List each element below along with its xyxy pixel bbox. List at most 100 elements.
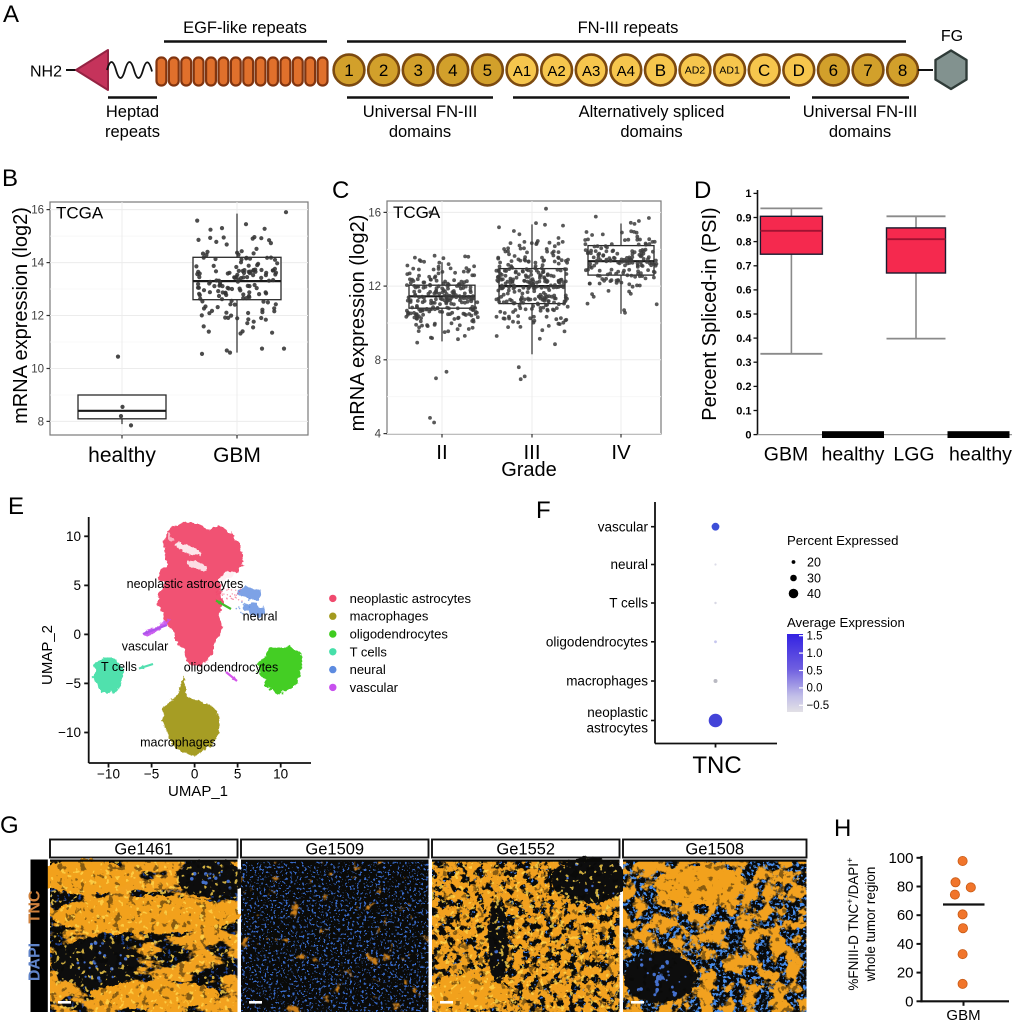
svg-text:0.6: 0.6 [736, 285, 751, 297]
svg-text:0.7: 0.7 [736, 261, 751, 273]
svg-text:D: D [694, 177, 711, 204]
svg-text:neoplastic: neoplastic [587, 705, 648, 720]
svg-text:Percent Spliced-in (PSI): Percent Spliced-in (PSI) [699, 207, 721, 420]
svg-text:1.0: 1.0 [807, 648, 823, 660]
svg-text:B: B [655, 61, 666, 80]
svg-text:vascular: vascular [350, 680, 399, 695]
svg-text:TNC: TNC [692, 752, 741, 779]
svg-text:Average Expression: Average Expression [787, 615, 905, 630]
svg-text:T cells: T cells [350, 644, 388, 659]
svg-text:20: 20 [807, 555, 821, 569]
svg-text:vascular: vascular [122, 640, 169, 654]
svg-text:4: 4 [375, 429, 382, 441]
svg-text:30: 30 [807, 571, 821, 585]
svg-text:III: III [523, 441, 540, 464]
svg-text:Universal FN-III: Universal FN-III [363, 103, 478, 121]
svg-text:Ge1552: Ge1552 [496, 841, 555, 859]
svg-text:Ge1509: Ge1509 [305, 841, 364, 859]
svg-text:−10: −10 [58, 725, 81, 740]
svg-text:A2: A2 [547, 63, 565, 80]
svg-text:EGF-like repeats: EGF-like repeats [183, 19, 307, 37]
svg-text:40: 40 [897, 936, 914, 953]
svg-text:neural: neural [243, 610, 278, 624]
svg-text:IV: IV [611, 441, 631, 464]
svg-text:C: C [758, 61, 770, 80]
svg-text:whole tumor region: whole tumor region [863, 867, 878, 983]
svg-text:oligodendrocytes: oligodendrocytes [546, 634, 648, 649]
svg-text:vascular: vascular [598, 519, 649, 534]
svg-text:Grade: Grade [501, 459, 557, 481]
svg-text:neoplastic astrocytes: neoplastic astrocytes [127, 577, 244, 591]
svg-text:LGG: LGG [893, 444, 934, 466]
svg-text:−0.5: −0.5 [807, 700, 830, 712]
svg-text:1: 1 [344, 61, 353, 80]
svg-text:DAPI: DAPI [27, 943, 44, 981]
svg-text:−10: −10 [97, 767, 120, 782]
svg-text:A: A [3, 1, 19, 28]
svg-text:100: 100 [888, 850, 913, 867]
svg-text:A3: A3 [582, 63, 600, 80]
svg-text:A1: A1 [513, 63, 531, 80]
svg-text:1: 1 [745, 188, 751, 200]
svg-text:0.2: 0.2 [736, 381, 751, 393]
svg-text:−5: −5 [66, 676, 81, 691]
svg-text:−5: −5 [144, 767, 159, 782]
svg-text:oligodendrocytes: oligodendrocytes [350, 627, 449, 642]
svg-text:G: G [0, 812, 19, 839]
svg-text:repeats: repeats [105, 123, 160, 141]
svg-text:E: E [8, 493, 24, 520]
svg-text:0: 0 [73, 627, 81, 642]
svg-text:Percent Expressed: Percent Expressed [787, 533, 898, 548]
svg-text:H: H [834, 815, 851, 842]
svg-text:A4: A4 [617, 63, 635, 80]
svg-text:0.9: 0.9 [736, 212, 751, 224]
svg-text:0: 0 [745, 429, 751, 441]
svg-text:Heptad: Heptad [106, 103, 159, 121]
svg-text:D: D [793, 61, 805, 80]
svg-text:astrocytes: astrocytes [586, 721, 648, 736]
svg-text:20: 20 [897, 965, 914, 982]
svg-text:C: C [332, 177, 349, 204]
svg-text:60: 60 [897, 907, 914, 924]
svg-text:mRNA expression (log2): mRNA expression (log2) [347, 215, 369, 432]
svg-text:2: 2 [379, 61, 388, 80]
svg-text:FG: FG [941, 28, 963, 45]
svg-text:Ge1508: Ge1508 [685, 841, 744, 859]
svg-text:healthy: healthy [88, 444, 156, 467]
svg-text:0.8: 0.8 [736, 236, 751, 248]
svg-text:domains: domains [389, 123, 451, 141]
svg-text:6: 6 [829, 61, 838, 80]
svg-text:healthy: healthy [949, 444, 1012, 466]
svg-text:10: 10 [66, 529, 81, 544]
svg-text:12: 12 [31, 311, 44, 323]
svg-text:GBM: GBM [213, 444, 261, 467]
svg-text:AD1: AD1 [719, 65, 740, 77]
svg-text:80: 80 [897, 879, 914, 896]
svg-text:macrophages: macrophages [140, 736, 216, 750]
svg-text:macrophages: macrophages [566, 674, 648, 689]
svg-text:healthy: healthy [822, 444, 885, 466]
svg-text:T cells: T cells [101, 660, 137, 674]
svg-text:12: 12 [368, 281, 381, 293]
svg-text:neural: neural [350, 662, 386, 677]
svg-text:1.5: 1.5 [807, 631, 823, 643]
svg-text:TNC: TNC [27, 890, 44, 923]
svg-text:0.0: 0.0 [807, 683, 823, 695]
svg-text:macrophages: macrophages [350, 609, 429, 624]
svg-text:3: 3 [413, 61, 422, 80]
svg-text:8: 8 [898, 61, 907, 80]
svg-text:UMAP_1: UMAP_1 [168, 783, 228, 800]
svg-text:5: 5 [234, 767, 242, 782]
svg-text:Universal FN-III: Universal FN-III [803, 103, 918, 121]
svg-text:UMAP_2: UMAP_2 [39, 625, 56, 685]
svg-text:F: F [536, 497, 551, 524]
svg-text:GBM: GBM [764, 444, 808, 466]
svg-text:0.4: 0.4 [736, 333, 752, 345]
svg-text:10: 10 [273, 767, 288, 782]
svg-text:8: 8 [375, 355, 381, 367]
svg-text:0.5: 0.5 [807, 665, 823, 677]
svg-text:4: 4 [448, 61, 457, 80]
svg-text:8: 8 [38, 416, 44, 428]
svg-text:0: 0 [191, 767, 199, 782]
svg-text:5: 5 [483, 61, 492, 80]
